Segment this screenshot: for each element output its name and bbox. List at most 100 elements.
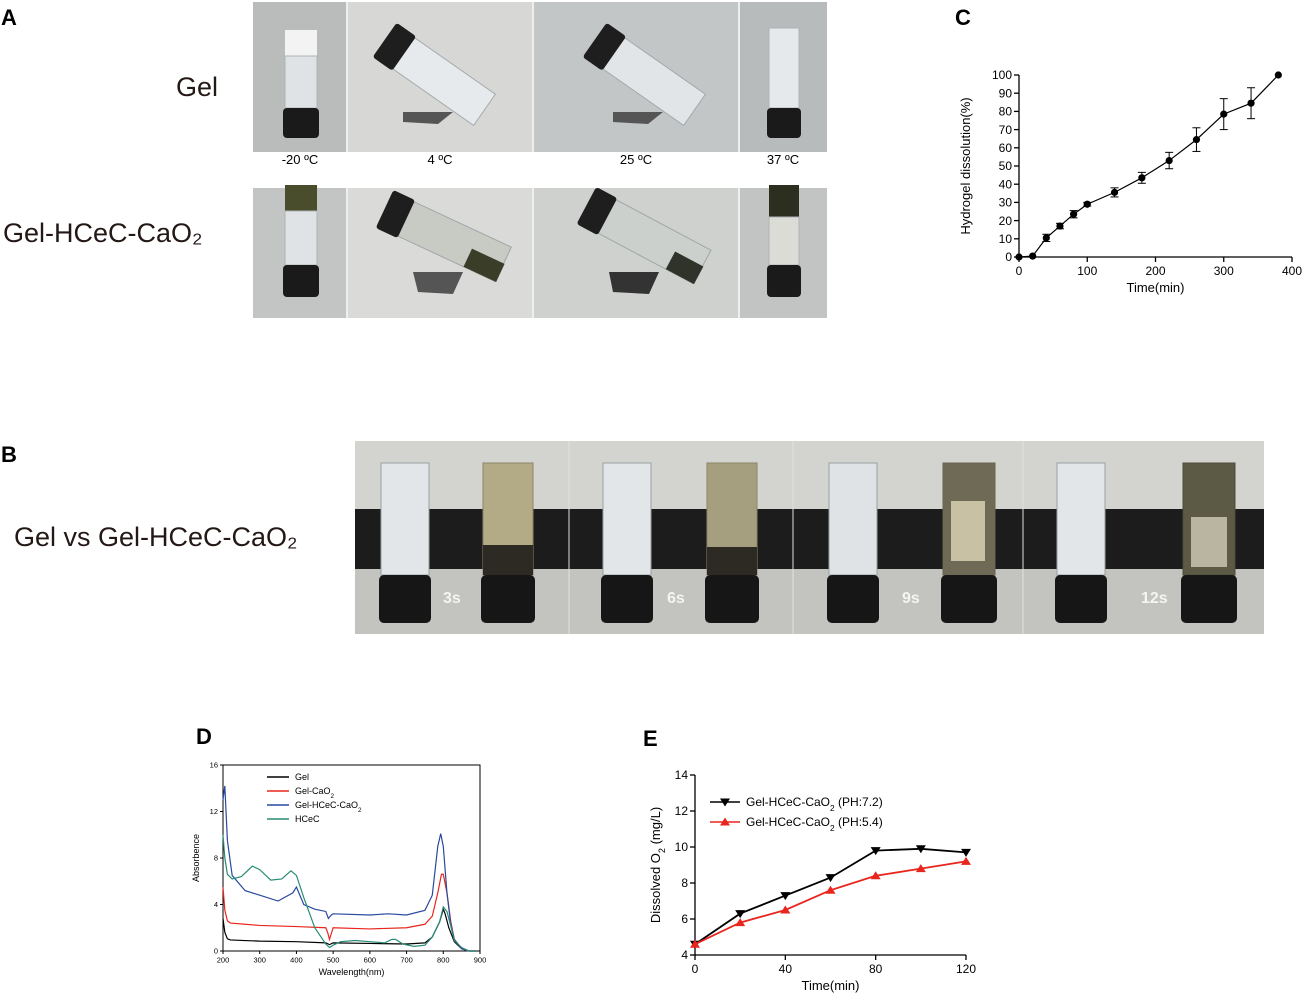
y-tick-label: 8 [214,854,218,863]
spectrum-line-0 [222,907,477,952]
y-tick-label: 80 [999,105,1013,119]
legend-label: Gel-HCeC-CaO2 [295,800,362,814]
y-axis-label: Absorbence [191,834,201,882]
data-point [870,871,881,880]
data-point [1165,156,1173,165]
legend-marker [720,798,730,807]
data-point [1110,188,1119,196]
y-tick-label: 60 [999,141,1013,155]
data-point [870,847,881,856]
y-tick-label: 90 [999,86,1013,100]
panel-letter-e: E [643,726,658,751]
data-point [1220,110,1228,118]
time-label-12s: 12s [1141,590,1168,607]
data-point [915,864,926,873]
y-tick-label: 8 [681,876,688,890]
x-tick-label: 40 [779,962,793,976]
x-tick-label: 400 [1282,264,1302,278]
panel-a-photo-grid [253,2,827,318]
data-point [1083,200,1091,208]
y-tick-label: 30 [999,196,1013,210]
vial-pair-3s [379,462,535,623]
data-point [1274,71,1282,79]
chart-dissolved-oxygen: 0 40 80 120 4 6 8 10 12 14 Time(min) Dissolved O2 (… [648,768,976,993]
chart-absorbance-spectra: 200 300 400 500 600 700 800 900 0 4 8 12 16 Wavelengt… [191,761,487,977]
panel-letter-c: C [955,5,971,30]
panel-b-vials-illustration [355,441,1264,634]
row-label-gel-vs: Gel vs Gel-HCeC-CaO₂ [14,522,298,552]
x-axis-label: Time(min) [1126,280,1184,295]
y-tick-label: 10 [675,840,689,854]
y-tick-label: 12 [210,807,218,816]
data-point [1247,99,1255,107]
row-label-gel: Gel [176,72,219,102]
y-tick-label: 70 [999,123,1013,137]
x-tick-label: 0 [692,962,699,976]
data-point [1015,253,1023,261]
y-tick-label: 50 [999,159,1013,173]
chart-hydrogel-dissolution: 0 100 200 300 400 0 10 20 30 40 50 60 70 80 90 100 Time(… [958,68,1302,295]
x-tick-label: 700 [400,956,413,965]
x-tick-label: 200 [217,956,230,965]
time-label-3s: 3s [443,590,461,607]
y-tick-label: 20 [999,214,1013,228]
y-tick-label: 4 [681,948,688,962]
data-point [690,939,700,948]
x-axis-label: Wavelength(nm) [319,967,385,977]
legend-label: HCeC [295,814,320,824]
data-point [915,845,926,854]
y-tick-label: 16 [210,761,218,770]
legend-marker [720,817,730,826]
temp-label-25: 25 ºC [619,152,653,167]
data-point [961,856,971,865]
x-tick-label: 800 [437,956,450,965]
x-tick-label: 120 [956,962,976,976]
x-tick-label: 100 [1077,264,1097,278]
vial-pair-6s [601,462,759,623]
vial-pair-12s [1055,462,1237,623]
x-tick-label: 900 [474,956,487,965]
data-point [825,885,836,894]
panel-letter-d: D [196,724,212,749]
spectrum-line-3 [222,834,477,952]
time-label-9s: 9s [902,590,920,607]
legend-label: Gel-HCeC-CaO2 (PH:7.2) [746,795,883,813]
vial-pair-9s [827,462,997,623]
spectrum-line-2 [222,785,477,952]
y-tick-label: 100 [992,68,1012,82]
data-point [1029,252,1037,260]
data-point [1056,222,1064,230]
x-tick-label: 500 [327,956,340,965]
y-tick-label: 0 [1005,250,1012,264]
data-point [1042,234,1050,242]
data-point [780,892,791,901]
oxygen-line-0 [694,847,967,945]
x-axis-label: Time(min) [801,978,859,993]
data-point [735,910,746,919]
y-axis-label: Dissolved O2 (mg/L) [648,807,667,923]
legend-label: Gel [295,772,309,782]
data-point [825,874,836,883]
y-tick-label: 12 [675,804,689,818]
temp-label-4: 4 ºC [427,152,453,167]
spectrum-line-1 [222,873,477,952]
x-tick-label: 0 [1016,264,1023,278]
dissolution-line [1018,74,1279,258]
x-tick-label: 80 [869,962,883,976]
y-tick-label: 4 [214,900,218,909]
y-tick-label: 14 [675,768,689,782]
data-point [1138,174,1146,182]
data-point [780,905,791,914]
panel-a-vials-illustration [253,2,827,318]
y-axis-label: Hydrogel dissolution(%) [958,97,973,234]
temp-label-37: 37 ºC [766,152,800,167]
y-tick-label: 6 [681,912,688,926]
y-tick-label: 0 [214,947,218,956]
data-point [1192,136,1201,144]
x-tick-label: 300 [1214,264,1234,278]
panel-letter-a: A [1,5,17,30]
panel-b-photo-strip [355,441,1264,634]
data-point [735,918,746,927]
x-tick-label: 200 [1145,264,1165,278]
legend-label: Gel-CaO2 [295,786,335,800]
